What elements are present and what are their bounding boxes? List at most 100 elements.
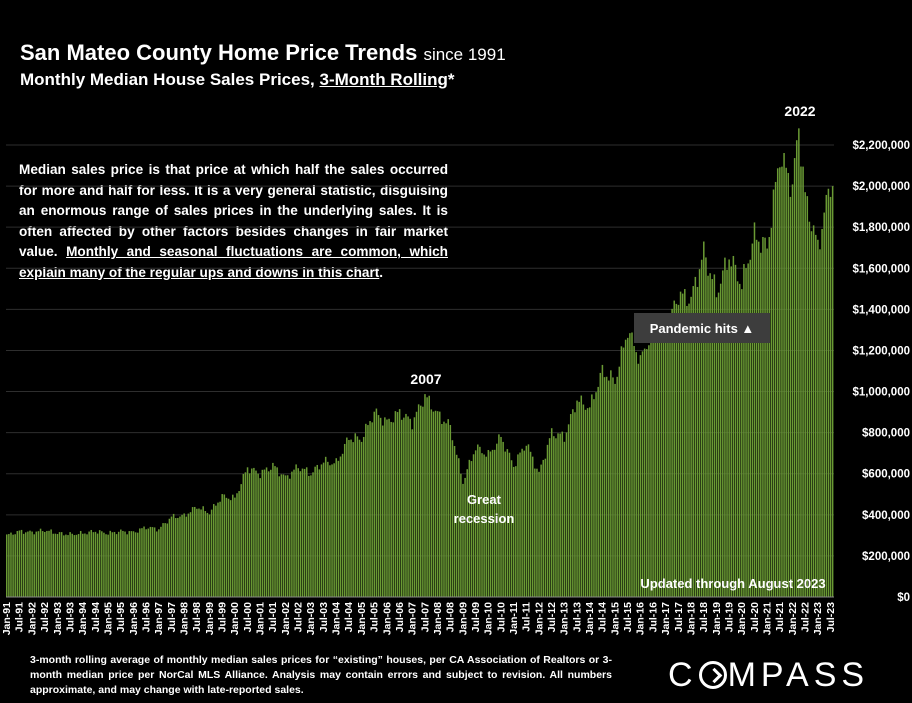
price-bar bbox=[453, 446, 456, 597]
price-bar bbox=[73, 535, 76, 597]
x-tick-label: Jul-10 bbox=[495, 602, 507, 633]
price-bar bbox=[624, 339, 627, 597]
price-bar bbox=[667, 334, 669, 597]
x-tick-label: Jul-22 bbox=[799, 602, 811, 633]
price-bar bbox=[392, 422, 395, 597]
price-bar bbox=[65, 534, 67, 597]
description-end: . bbox=[379, 264, 384, 280]
price-bar bbox=[430, 409, 433, 597]
x-tick-label: Jul-09 bbox=[470, 602, 482, 633]
price-bar bbox=[341, 453, 344, 597]
price-bar bbox=[12, 534, 14, 597]
price-bar bbox=[510, 460, 513, 597]
price-bar bbox=[189, 512, 192, 597]
price-bar bbox=[538, 471, 540, 597]
x-tick-label: Jan-02 bbox=[280, 602, 292, 635]
price-bar bbox=[764, 237, 766, 597]
price-bar bbox=[84, 533, 86, 597]
x-tick-label: Jul-05 bbox=[369, 602, 381, 633]
x-tick-label: Jan-01 bbox=[255, 602, 267, 635]
price-bar bbox=[200, 509, 202, 597]
price-bar bbox=[481, 453, 483, 597]
price-bar bbox=[98, 530, 101, 597]
price-bar bbox=[236, 493, 238, 597]
price-bar bbox=[170, 516, 173, 597]
x-tick-label: Jul-14 bbox=[597, 602, 609, 633]
x-tick-label: Jan-14 bbox=[584, 602, 596, 635]
price-bar bbox=[130, 531, 133, 597]
price-bar bbox=[365, 423, 367, 597]
price-bar bbox=[75, 534, 78, 597]
price-bar bbox=[301, 468, 304, 597]
x-tick-label: Jul-08 bbox=[445, 602, 457, 633]
price-bar bbox=[586, 408, 589, 597]
price-bar bbox=[675, 303, 678, 597]
price-bar bbox=[542, 459, 545, 597]
compass-o-icon bbox=[698, 661, 727, 689]
price-bar bbox=[578, 401, 580, 597]
price-bar bbox=[8, 534, 10, 597]
chart-subtitle-underlined: 3-Month Rolling bbox=[319, 70, 448, 89]
price-bar bbox=[722, 270, 724, 597]
x-tick-label: Jul-99 bbox=[217, 602, 229, 633]
x-tick-label: Jul-11 bbox=[521, 602, 533, 632]
price-bar bbox=[337, 460, 340, 597]
price-bar bbox=[656, 337, 659, 597]
chart-title-since: since 1991 bbox=[423, 45, 506, 64]
x-tick-label: Jan-21 bbox=[761, 602, 773, 635]
price-bar bbox=[50, 529, 52, 597]
price-bar bbox=[814, 234, 817, 597]
y-tick-label: $400,000 bbox=[862, 510, 910, 522]
price-bar bbox=[610, 370, 612, 597]
price-bar bbox=[567, 424, 570, 597]
x-tick-label: Jan-91 bbox=[1, 602, 13, 635]
price-bar bbox=[607, 380, 610, 597]
price-bar bbox=[343, 443, 346, 597]
x-tick-label: Jan-22 bbox=[787, 602, 799, 635]
price-bar bbox=[477, 444, 479, 597]
price-bar bbox=[141, 528, 143, 597]
price-bar bbox=[527, 444, 530, 597]
price-bar bbox=[390, 421, 392, 597]
price-bar bbox=[417, 404, 420, 597]
price-bar bbox=[831, 186, 834, 597]
x-tick-label: Jan-19 bbox=[711, 602, 723, 635]
price-bar bbox=[124, 531, 126, 597]
x-tick-label: Jan-17 bbox=[660, 602, 672, 635]
price-bar bbox=[282, 474, 285, 597]
price-bar bbox=[662, 326, 665, 597]
price-bar bbox=[747, 263, 749, 597]
price-bar bbox=[39, 528, 42, 597]
price-bar bbox=[779, 167, 781, 598]
price-bar bbox=[373, 411, 376, 597]
price-bar bbox=[356, 436, 359, 597]
price-bar bbox=[232, 494, 234, 597]
price-bar bbox=[447, 419, 449, 597]
price-bar bbox=[193, 506, 196, 597]
price-bar bbox=[498, 434, 500, 597]
price-bar bbox=[464, 477, 466, 597]
price-bar bbox=[168, 518, 171, 597]
price-bar bbox=[198, 508, 200, 597]
price-bar bbox=[329, 465, 331, 597]
price-bar bbox=[688, 303, 690, 597]
x-tick-label: Jan-15 bbox=[609, 602, 621, 635]
price-bar bbox=[246, 467, 249, 597]
price-bar bbox=[618, 366, 621, 597]
price-bar bbox=[703, 241, 705, 597]
price-bar bbox=[153, 527, 156, 597]
price-bar bbox=[439, 411, 441, 597]
price-bar bbox=[629, 333, 631, 597]
price-bar bbox=[289, 478, 291, 597]
price-bar bbox=[105, 534, 107, 597]
price-bar bbox=[398, 409, 401, 597]
price-bar bbox=[561, 431, 564, 597]
x-tick-label: Jul-13 bbox=[571, 602, 583, 633]
price-bar bbox=[798, 128, 800, 598]
logo-text-post: MPASS bbox=[727, 656, 870, 694]
price-bar bbox=[646, 349, 648, 597]
price-bar bbox=[734, 264, 737, 597]
price-bar bbox=[791, 184, 794, 597]
price-bar bbox=[622, 347, 625, 597]
price-bar bbox=[94, 531, 97, 597]
